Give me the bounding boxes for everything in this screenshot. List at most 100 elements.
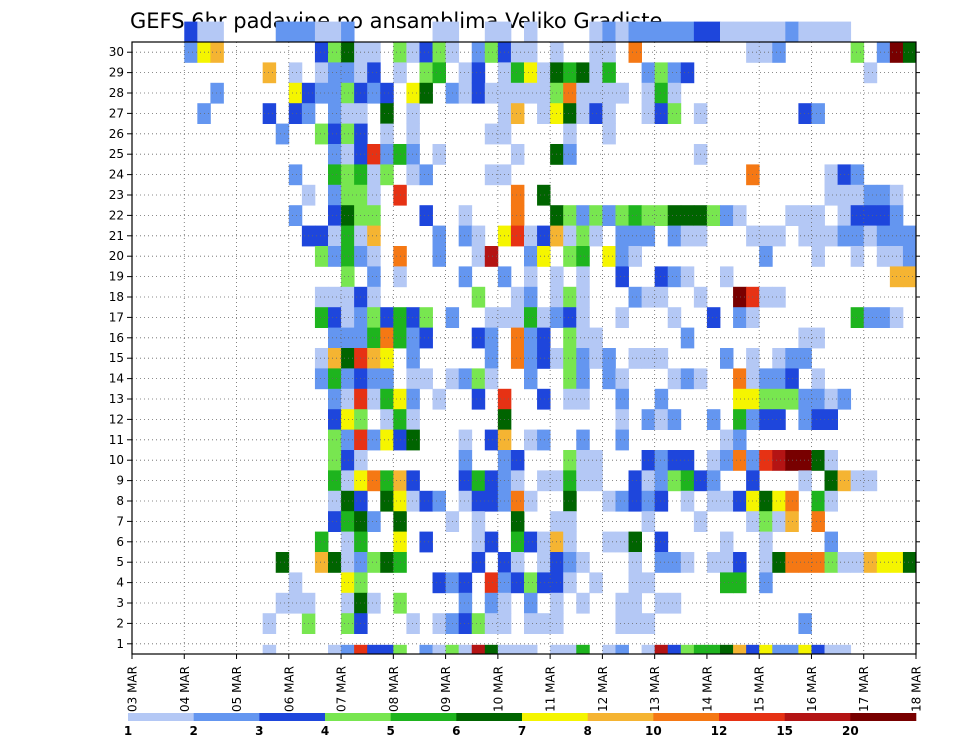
heatmap-cell [484, 572, 499, 594]
colorbar-swatch [390, 713, 457, 721]
heatmap-cell [314, 286, 329, 308]
heatmap-cell [680, 266, 695, 288]
y-tick-label: 3 [116, 596, 124, 610]
heatmap-cell [628, 531, 642, 553]
heatmap-cell [367, 592, 381, 614]
heatmap-cell [615, 592, 629, 614]
heatmap-cell [419, 42, 433, 63]
heatmap-cell [484, 82, 499, 104]
heatmap-cell [667, 103, 682, 124]
heatmap-cell [419, 368, 433, 390]
heatmap-cell [693, 644, 708, 655]
heatmap-cell [654, 62, 669, 84]
y-tick-label: 16 [109, 331, 124, 345]
heatmap-cell [811, 368, 825, 390]
heatmap-cell [380, 348, 394, 369]
colorbar-label: 12 [711, 724, 728, 738]
heatmap-cell [772, 511, 786, 532]
heatmap-cell [484, 470, 499, 492]
heatmap-cell [537, 246, 551, 267]
heatmap-cell [785, 644, 799, 655]
heatmap-cell [406, 490, 420, 512]
heatmap-cell [341, 286, 355, 308]
heatmap-cell [524, 82, 538, 104]
heatmap-cell [537, 62, 551, 84]
heatmap-cell [328, 123, 342, 145]
heatmap-cell [628, 490, 642, 512]
heatmap-cell [576, 592, 590, 614]
heatmap-cell [667, 21, 682, 43]
heatmap-cell [576, 62, 590, 84]
heatmap-cell [602, 103, 616, 124]
heatmap-cell [484, 429, 499, 451]
heatmap-cell [367, 62, 381, 84]
heatmap-cell [484, 21, 499, 43]
colorbar-swatch [784, 713, 851, 721]
heatmap-cell [537, 388, 551, 410]
heatmap-cell [471, 42, 486, 63]
heatmap-cell [367, 644, 381, 655]
heatmap-cell [497, 21, 512, 43]
heatmap-cell [524, 592, 538, 614]
heatmap-cell [510, 450, 525, 471]
heatmap-cell [628, 225, 642, 247]
heatmap-cell [824, 164, 838, 186]
heatmap-cell [563, 246, 577, 267]
heatmap-cell [667, 307, 682, 328]
heatmap-cell [876, 184, 891, 206]
heatmap-cell [667, 205, 682, 226]
y-tick-label: 14 [109, 372, 124, 386]
heatmap-cell [328, 184, 342, 206]
heatmap-cell [811, 327, 825, 349]
heatmap-cell [328, 644, 342, 655]
heatmap-cell [328, 21, 342, 43]
heatmap-cell [314, 82, 329, 104]
heatmap-cell [524, 429, 538, 451]
heatmap-cell [406, 103, 420, 124]
heatmap-cell [759, 511, 773, 532]
heatmap-cell [341, 348, 355, 369]
heatmap-cell [314, 42, 329, 63]
colorbar-label: 6 [452, 724, 460, 738]
y-tick-label: 5 [116, 555, 124, 569]
heatmap-cell [341, 644, 355, 655]
heatmap-cell [772, 348, 786, 369]
heatmap-cell [210, 82, 224, 104]
heatmap-cell [850, 205, 865, 226]
heatmap-cell [432, 246, 446, 267]
heatmap-cell [759, 552, 773, 573]
heatmap-cell [471, 286, 486, 308]
heatmap-cell [667, 266, 682, 288]
heatmap-cell [563, 62, 577, 84]
heatmap-cell [654, 531, 669, 553]
heatmap-cell [733, 409, 747, 430]
heatmap-cell [471, 246, 486, 267]
heatmap-cell [654, 470, 669, 492]
heatmap-cell [680, 490, 695, 512]
heatmap-cell [589, 21, 603, 43]
heatmap-cell [576, 205, 590, 226]
x-tick-label: 17 MAR [857, 666, 871, 712]
y-tick-label: 6 [116, 535, 124, 549]
heatmap-cell [367, 184, 381, 206]
heatmap-cell [432, 644, 446, 655]
heatmap-cell [393, 644, 407, 655]
heatmap-cell [510, 62, 525, 84]
colorbar: 1 2 3 4 5 6 7 8 10 12 15 20 [124, 713, 917, 738]
heatmap-cell [759, 644, 773, 655]
heatmap-cell [432, 144, 446, 165]
heatmap-cell [419, 205, 433, 226]
heatmap-cell [576, 368, 590, 390]
heatmap-cell [380, 164, 394, 186]
heatmap-cell [863, 184, 878, 206]
heatmap-cell [341, 409, 355, 430]
heatmap-cell [628, 572, 642, 594]
heatmap-cell [210, 21, 224, 43]
colorbar-label: 20 [842, 724, 859, 738]
heatmap-cell [406, 470, 420, 492]
heatmap-cell [341, 368, 355, 390]
heatmap-cell [576, 429, 590, 451]
x-tick-label: 08 MAR [387, 666, 401, 712]
y-tick-label: 21 [109, 229, 124, 243]
